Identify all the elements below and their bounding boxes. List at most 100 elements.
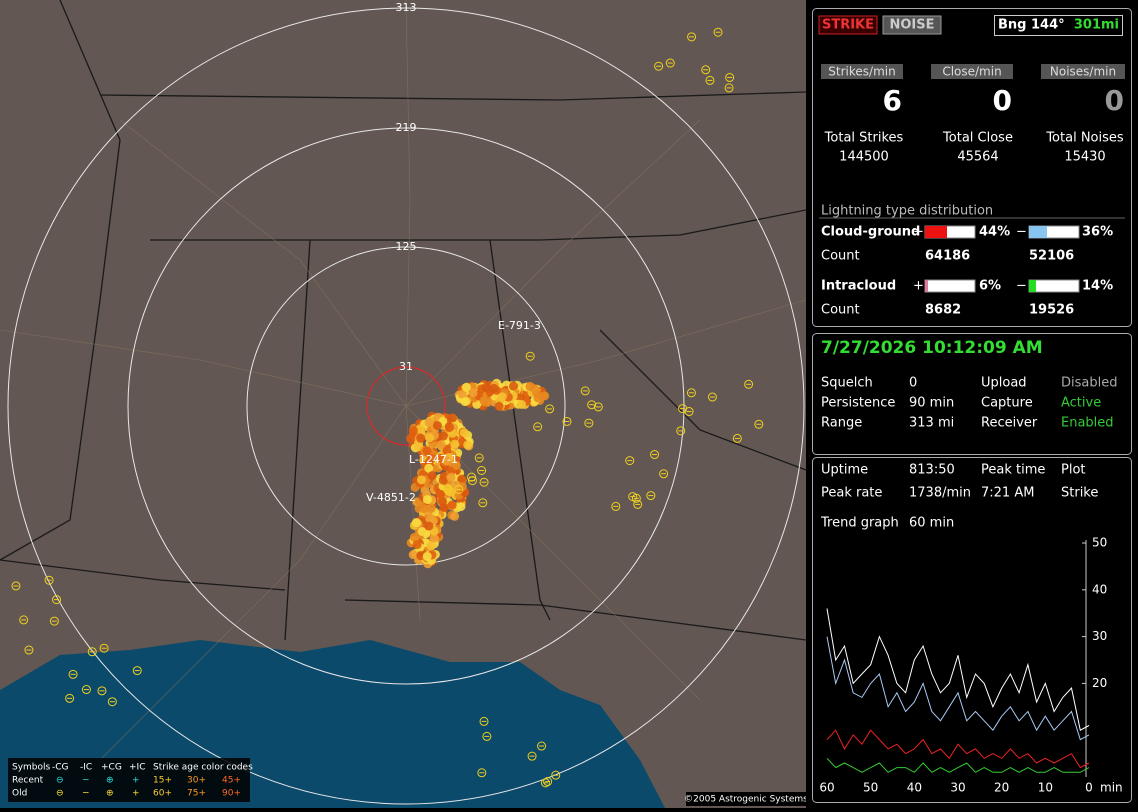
strike — [408, 426, 418, 436]
strike — [446, 472, 456, 482]
strike-symbol — [633, 499, 643, 509]
legend-box — [8, 758, 250, 802]
strike — [412, 540, 422, 550]
rate-label-box — [931, 64, 1013, 79]
strike-button[interactable] — [818, 15, 878, 35]
strike-symbol — [724, 83, 734, 93]
pct-bar — [925, 280, 928, 292]
trend-line — [826, 729, 1090, 769]
strike-symbol — [540, 778, 550, 788]
total-label: Total Close — [942, 131, 1013, 146]
rate-label: Close/min — [942, 65, 1001, 79]
sign: − — [1016, 279, 1027, 294]
range-rings — [7, 7, 805, 805]
strike — [424, 521, 434, 531]
datetime: 7/27/2026 10:12:09 AM — [821, 338, 1043, 358]
strike-symbol — [467, 476, 477, 486]
strike-symbol — [49, 616, 59, 626]
legend-item: − — [82, 776, 90, 786]
strike-symbol — [584, 418, 594, 428]
legend-item: + — [132, 776, 140, 786]
strike — [438, 475, 448, 485]
bearing: Bng 144° — [998, 18, 1065, 33]
strike-symbol — [11, 581, 21, 591]
rate-value: 0 — [993, 84, 1012, 117]
count-value: 64186 — [925, 249, 970, 264]
strike-symbol — [625, 456, 635, 466]
noise-button[interactable] — [882, 15, 942, 35]
strike-symbol — [754, 419, 764, 429]
strike — [463, 440, 473, 450]
strike — [462, 382, 472, 392]
pct-bar — [925, 226, 947, 238]
trend-line — [826, 757, 1090, 773]
strike — [517, 399, 527, 409]
rate-label-box — [1041, 64, 1125, 79]
strike-symbol — [593, 402, 603, 412]
strike — [451, 460, 461, 470]
strike — [438, 431, 448, 441]
strike-symbol — [24, 645, 34, 655]
legend-item: Old — [12, 789, 27, 799]
status-cell: Upload — [981, 376, 1027, 391]
strike-symbol — [611, 501, 621, 511]
pct-track — [1028, 279, 1080, 293]
strike — [417, 526, 427, 536]
legend-item: − — [82, 789, 90, 799]
range-ring — [246, 246, 566, 566]
strike — [426, 541, 436, 551]
strike — [424, 418, 434, 428]
rate-label: Noises/min — [1050, 65, 1116, 79]
strike — [459, 428, 469, 438]
strike-symbol — [474, 453, 484, 463]
strike-symbol — [587, 400, 597, 410]
strike — [442, 456, 452, 466]
legend-item: +IC — [129, 763, 145, 773]
legend-item: 15+ — [153, 776, 172, 786]
total-label: Total Noises — [1045, 131, 1124, 146]
strike — [436, 489, 446, 499]
ring-label: 313 — [396, 1, 417, 14]
strike-symbol — [562, 416, 572, 426]
rate-value: 6 — [883, 84, 902, 117]
sign: − — [1016, 225, 1027, 240]
strike — [416, 475, 426, 485]
noise-button-label[interactable]: NOISE — [889, 18, 934, 33]
strike — [497, 392, 507, 402]
x-tick-label: 0 — [1085, 781, 1093, 795]
strike — [451, 480, 461, 490]
type-label: Intracloud — [821, 279, 896, 294]
strike — [457, 389, 467, 399]
pct-label: 44% — [979, 225, 1010, 240]
strike-symbol — [701, 65, 711, 75]
legend-item: -CG — [52, 763, 69, 773]
storm-label: L-1247-1 — [409, 453, 458, 466]
strike-button-label[interactable]: STRIKE — [822, 18, 874, 33]
stat-cell: Uptime — [821, 463, 868, 478]
stat-cell: 1738/min — [909, 486, 971, 501]
y-tick-label: 30 — [1092, 629, 1107, 643]
strike-symbol — [687, 32, 697, 42]
strike — [426, 503, 436, 513]
total-value: 15430 — [1064, 150, 1105, 165]
strike — [416, 433, 426, 443]
distribution-title: Lightning type distribution — [821, 204, 993, 219]
stats-panel: min Uptime 813:50 Peak time Plot Peak rate 17… — [812, 457, 1132, 803]
status-cell: 90 min — [909, 396, 954, 411]
rate-label: Strikes/min — [828, 65, 895, 79]
count-label: Count — [821, 249, 860, 264]
strike — [481, 382, 491, 392]
strike-symbol — [479, 716, 489, 726]
strikes — [11, 27, 764, 788]
stat-cell: Trend graph — [820, 516, 899, 531]
strike-symbol — [527, 751, 537, 761]
strike — [450, 439, 460, 449]
copyright: ©2005 Astrogenic Systems — [684, 795, 808, 805]
strike — [442, 446, 452, 456]
ring-label: 125 — [396, 240, 417, 253]
map: 313 219 125 31 E-791-3 L-1247-1 V-4851-2… — [0, 0, 808, 808]
legend-item: Symbols — [12, 763, 51, 773]
strike — [432, 421, 442, 431]
strike-symbol — [99, 643, 109, 653]
